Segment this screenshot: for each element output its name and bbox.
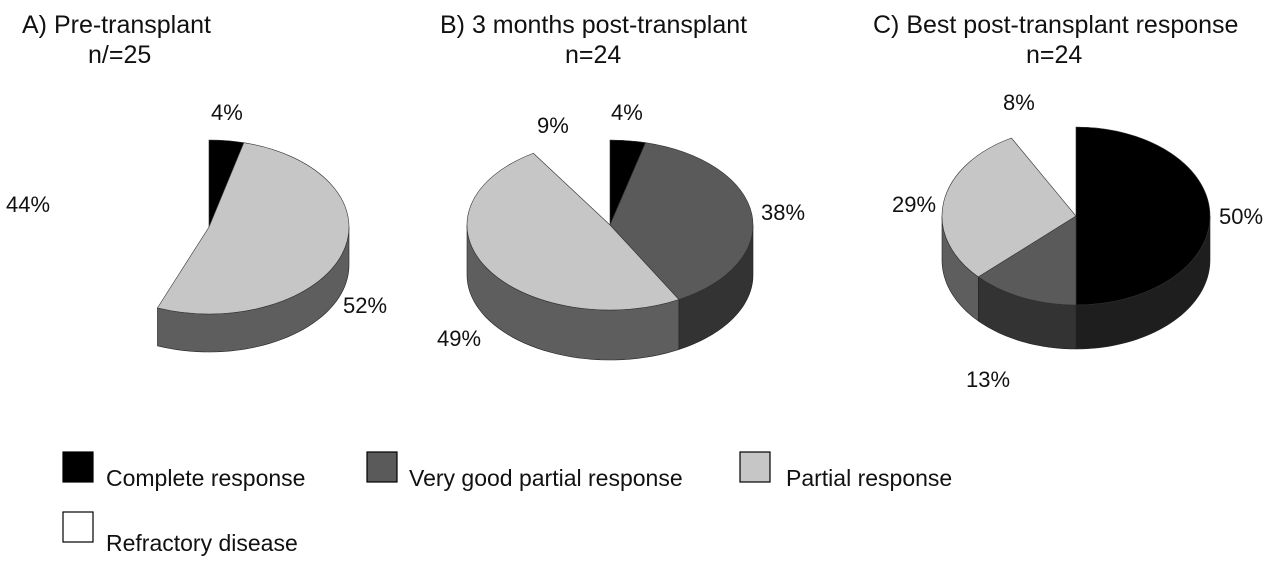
pie-chart-3-months: B) 3 months post-transplant n=24 4% 38% … [437, 11, 805, 361]
pie-slice-very-good-partial-response [609, 142, 754, 300]
legend-label-vgpr: Very good partial response [409, 465, 683, 491]
pie-slice-partial-response [156, 142, 350, 315]
chart-c-subtitle: n=24 [1026, 41, 1082, 69]
pie-c-label-partial: 29% [892, 192, 936, 217]
legend-label-complete: Complete response [106, 465, 305, 491]
legend-swatch-vgpr [366, 451, 398, 483]
pie-c-label-vgpr: 13% [966, 367, 1010, 392]
chart-c-title: C) Best post-transplant response [873, 11, 1238, 39]
pie-chart-pre-transplant: A) Pre-transplant n/=25 4% 52% 44% [6, 11, 387, 353]
pie-slice-very-good-partial-response [977, 215, 1077, 306]
legend-label-refractory: Refractory disease [106, 530, 298, 556]
pie-slice-partial-response [466, 152, 680, 311]
pie-a-slices [156, 139, 350, 353]
pie-b-label-refractory: 9% [537, 113, 569, 138]
pie-chart-best-response: C) Best post-transplant response n=24 50… [873, 11, 1263, 392]
legend: Complete response Very good partial resp… [62, 451, 952, 556]
pie-a-label-partial: 52% [343, 293, 387, 318]
pie-b-slices [466, 139, 754, 361]
legend-swatch-refractory [62, 511, 94, 543]
chart-a-subtitle: n/=25 [88, 41, 151, 69]
chart-b-subtitle: n=24 [565, 41, 621, 69]
pie-a-label-refractory: 44% [6, 192, 50, 217]
legend-label-partial: Partial response [786, 465, 952, 491]
pie-b-label-partial: 49% [437, 326, 481, 351]
pie-slice-complete-response [1075, 126, 1211, 306]
pie-b-label-vgpr: 38% [761, 200, 805, 225]
pie-c-label-complete: 50% [1219, 204, 1263, 229]
legend-swatch-complete [62, 451, 94, 483]
chart-a-title: A) Pre-transplant [22, 11, 211, 39]
chart-b-title: B) 3 months post-transplant [440, 11, 747, 39]
pie-c-slices [941, 126, 1211, 350]
pie-slice-partial-response [941, 137, 1077, 278]
legend-swatch-partial [739, 451, 771, 483]
pie-c-label-refractory: 8% [1003, 90, 1035, 115]
pie-a-label-complete: 4% [211, 100, 243, 125]
pie-b-label-complete: 4% [611, 100, 643, 125]
